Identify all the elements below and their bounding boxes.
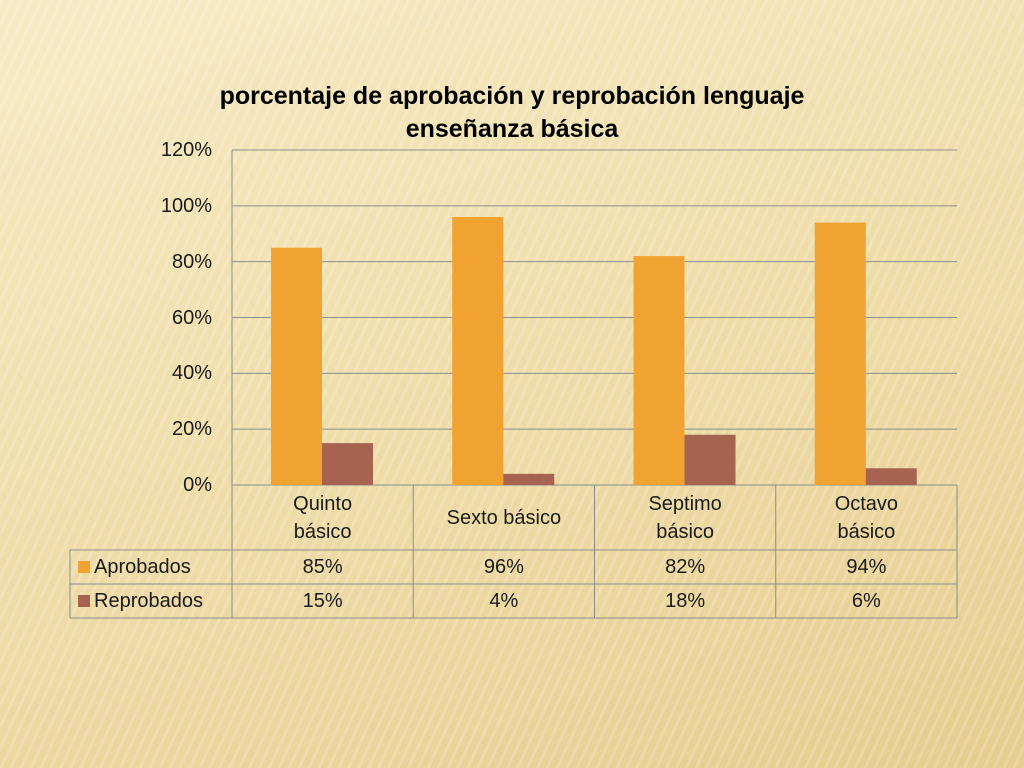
data-label: 6% [851, 590, 881, 612]
data-label: 96% [483, 556, 524, 578]
y-tick-label: 20% [171, 418, 212, 441]
data-label: 85% [302, 556, 343, 578]
bar [452, 217, 504, 485]
data-label: 82% [665, 556, 706, 578]
x-tick-label: Sexto básico [446, 506, 562, 529]
x-tick-label: Octavo básico [834, 492, 899, 543]
legend-label: Aprobados [94, 556, 191, 578]
bar [633, 256, 685, 485]
bar [865, 468, 917, 485]
data-label: 15% [302, 590, 343, 612]
bar [271, 247, 322, 485]
data-label: 18% [665, 590, 706, 612]
bar [814, 222, 866, 486]
chart-title: porcentaje de aprobación y reprobación l… [219, 82, 805, 143]
bar [322, 443, 373, 485]
x-tick-label: Quinto básico [293, 492, 353, 543]
y-tick-label: 60% [171, 306, 212, 329]
legend-swatch [78, 561, 90, 573]
y-tick-label: 100% [160, 194, 212, 217]
y-tick-label: 120% [160, 139, 212, 161]
bar [684, 434, 736, 485]
legend-swatch [78, 595, 90, 607]
y-tick-label: 40% [171, 362, 212, 385]
data-label: 4% [489, 590, 519, 612]
legend-label: Reprobados [94, 590, 203, 612]
bar [503, 473, 555, 485]
data-label: 94% [846, 556, 887, 578]
y-tick-label: 0% [183, 474, 212, 496]
y-tick-label: 80% [171, 250, 212, 273]
x-tick-label: Septimo básico [648, 492, 722, 543]
